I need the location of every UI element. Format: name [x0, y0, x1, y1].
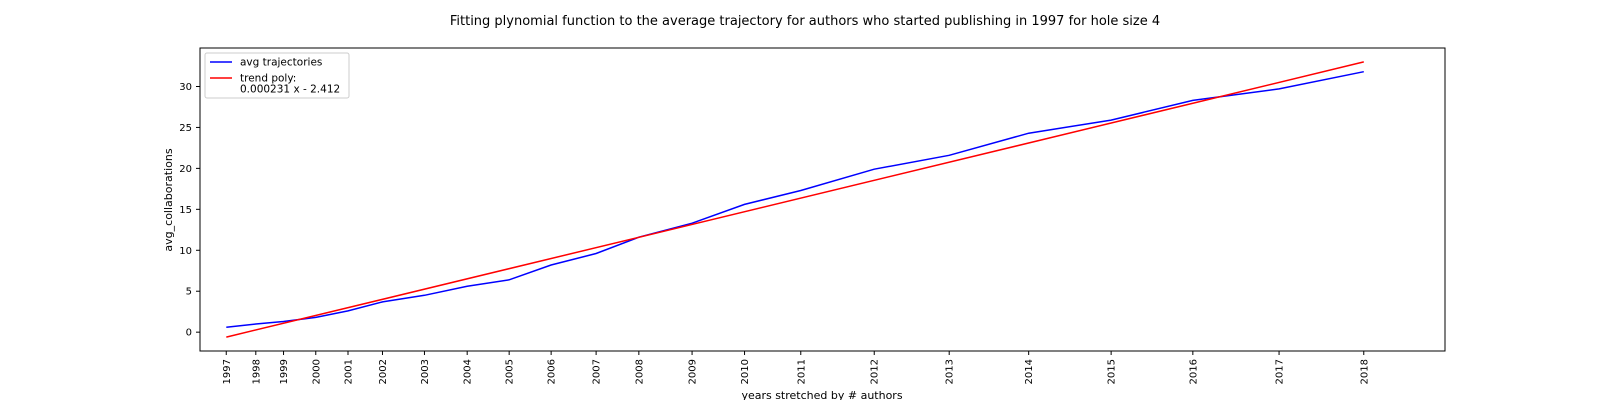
- y-tick-label: 15: [179, 205, 192, 216]
- x-tick-label: 1999: [279, 359, 290, 384]
- y-tick-label: 5: [186, 287, 192, 298]
- y-tick-label: 20: [179, 164, 192, 175]
- x-tick-label: 2001: [343, 359, 354, 384]
- y-tick-label: 10: [179, 246, 192, 257]
- legend: avg trajectories trend poly:0.000231 x - …: [204, 52, 350, 99]
- legend-label: 0.000231 x - 2.412: [240, 84, 340, 96]
- y-axis-label: avg_collaborations: [162, 148, 175, 251]
- legend-label: avg trajectories: [240, 57, 322, 69]
- series-layer: [226, 61, 1364, 338]
- legend-label: trend poly:: [240, 73, 296, 85]
- avg-trajectories-line: [226, 70, 1364, 329]
- y-axis: 0 5 10 15 20 25 30: [179, 82, 200, 339]
- x-tick-label: 2006: [547, 359, 558, 384]
- x-tick-label: 2011: [796, 359, 807, 384]
- plot-area: [199, 47, 1446, 352]
- trend-poly-line: [226, 61, 1364, 338]
- x-axis-label: years stretched by # authors: [741, 389, 902, 400]
- x-tick-label: 2013: [945, 359, 956, 384]
- x-tick-label: 2016: [1188, 359, 1199, 384]
- x-axis: 1997 1998 1999 2000 2001 2002 2003 2004 2005 2006…: [222, 351, 1370, 384]
- x-tick-label: 2014: [1024, 359, 1035, 384]
- x-tick-label: 2018: [1359, 359, 1370, 384]
- x-tick-label: 2005: [505, 359, 516, 384]
- x-tick-label: 2009: [688, 359, 699, 384]
- chart-title: Fitting plynomial function to the averag…: [450, 14, 1160, 29]
- x-tick-label: 2002: [378, 359, 389, 384]
- x-tick-label: 1998: [251, 359, 262, 384]
- x-tick-label: 2015: [1107, 359, 1118, 384]
- x-tick-label: 2003: [420, 359, 431, 384]
- x-tick-label: 2010: [740, 359, 751, 384]
- legend-box: [204, 52, 350, 99]
- y-tick-label: 30: [179, 82, 192, 93]
- x-tick-label: 2012: [870, 359, 881, 384]
- y-tick-label: 25: [179, 123, 192, 134]
- x-tick-label: 2007: [592, 359, 603, 384]
- x-tick-label: 2008: [634, 359, 645, 384]
- x-tick-label: 2004: [463, 359, 474, 384]
- x-tick-label: 1997: [222, 359, 233, 384]
- x-tick-label: 2000: [311, 359, 322, 384]
- y-tick-label: 0: [186, 328, 192, 339]
- x-tick-label: 2017: [1275, 359, 1286, 384]
